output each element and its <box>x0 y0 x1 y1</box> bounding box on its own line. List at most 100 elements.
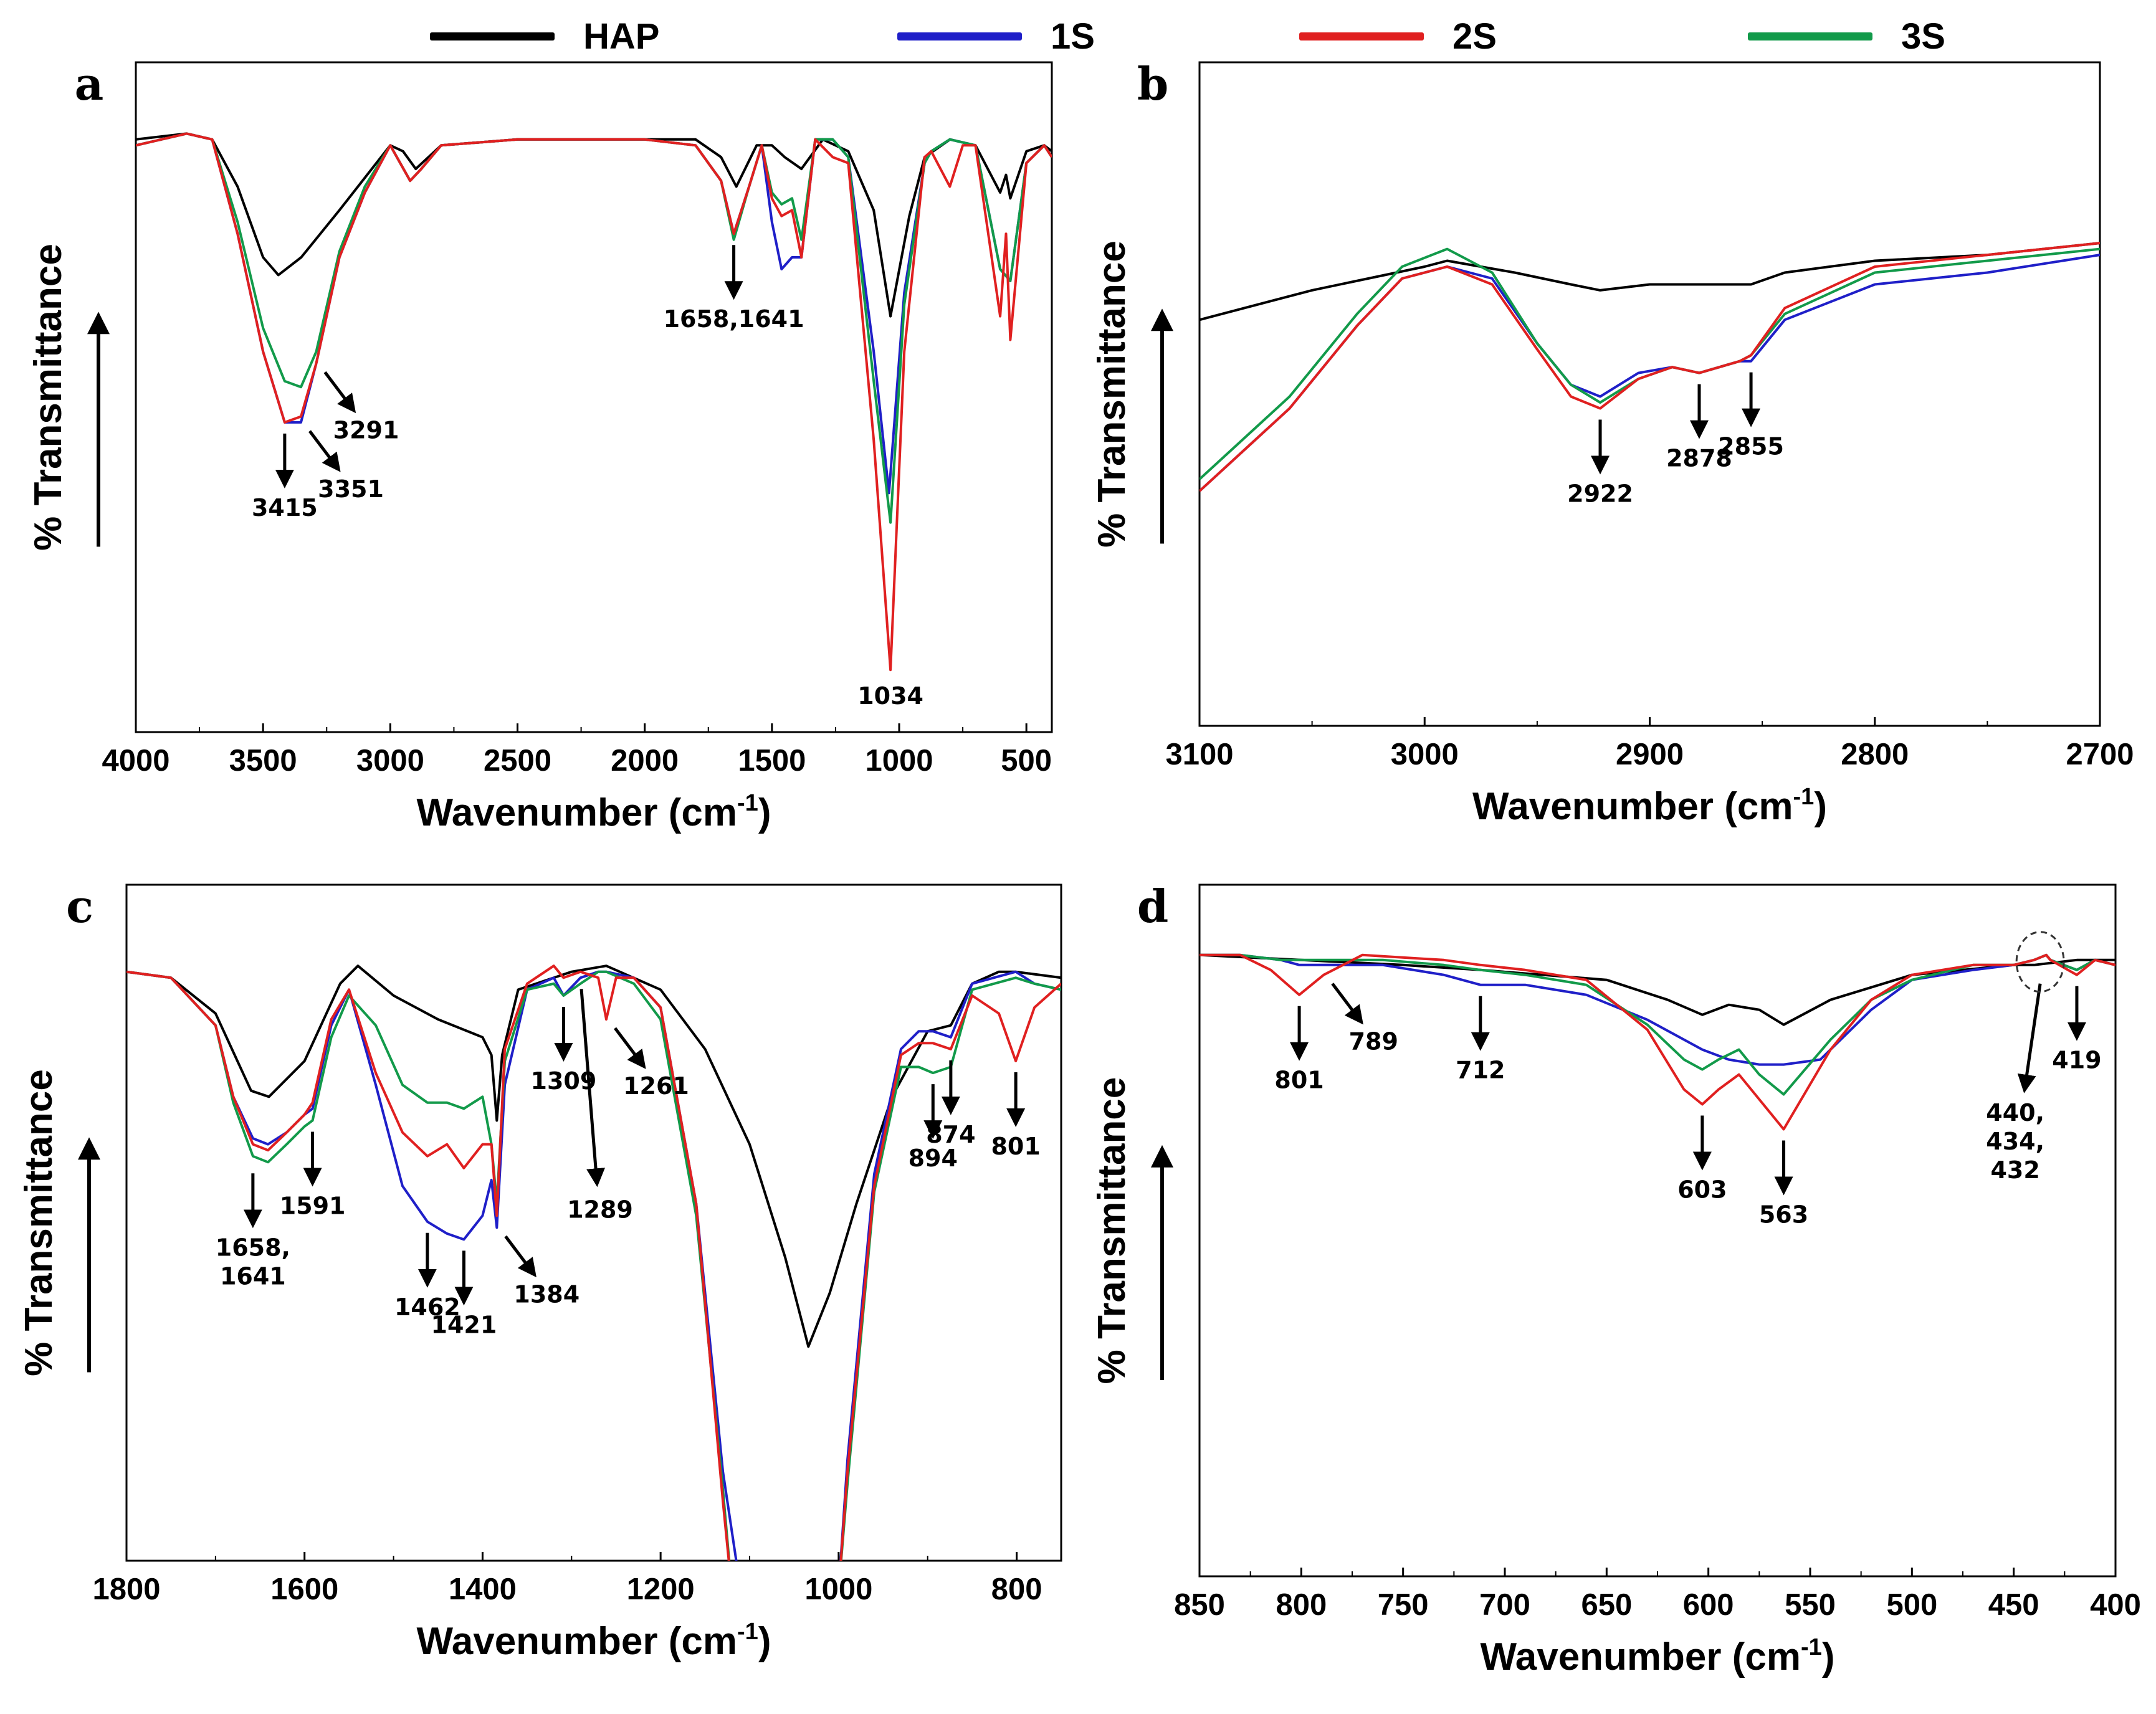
x-tick-label: 2900 <box>1616 738 1684 771</box>
annotation-label: 801 <box>991 1133 1040 1160</box>
x-tick-label: 750 <box>1378 1588 1429 1622</box>
y-axis-label: % Transmittance <box>1090 240 1133 548</box>
x-tick-label: 800 <box>991 1573 1042 1606</box>
peak-annotation: 1658,1641 <box>664 245 804 333</box>
series-line-2s <box>1200 242 2100 492</box>
annotation-label: 1591 <box>280 1192 346 1219</box>
annotation-label: 1658,1641 <box>664 305 804 333</box>
x-axis-label: Wavenumber (cm-1) <box>1472 784 1827 828</box>
panel-letter: d <box>1137 880 1168 933</box>
panel-letter: c <box>66 880 93 933</box>
annotation-label: 894 <box>909 1145 958 1172</box>
annotation-label: 3351 <box>318 475 384 503</box>
peak-annotation: 563 <box>1759 1140 1808 1228</box>
annotation-arrow <box>580 989 606 1188</box>
peak-annotation: 1289 <box>567 989 633 1223</box>
annotation-label: 3291 <box>333 416 399 444</box>
annotation-label: 432 <box>1990 1156 2039 1184</box>
annotation-label: 1462 <box>394 1293 460 1321</box>
annotation-label: 1384 <box>513 1280 580 1308</box>
annotation-label: 434, <box>1986 1128 2044 1155</box>
annotation-label: 1641 <box>220 1262 286 1290</box>
annotation-arrow <box>323 371 356 414</box>
series-line-2s <box>126 964 1061 1561</box>
peak-annotation: 2878 <box>1666 384 1732 472</box>
series-line-3s <box>126 970 1061 1561</box>
annotation-label: 419 <box>2052 1047 2101 1074</box>
peak-annotation: 712 <box>1456 996 1505 1084</box>
y-axis-label: % Transmittance <box>1090 1077 1133 1384</box>
peak-annotation: 603 <box>1677 1115 1727 1204</box>
annotation-label: 563 <box>1759 1201 1808 1228</box>
series-line-1s <box>136 132 1052 495</box>
series-line-3s <box>1200 247 2100 480</box>
peak-annotation: 1034 <box>857 682 923 710</box>
peak-annotation: 894 <box>909 1084 958 1172</box>
x-tick-label: 2000 <box>611 744 679 778</box>
legend-hap: HAP <box>430 5 659 67</box>
panel-letter: b <box>1137 57 1168 110</box>
series-line-2s <box>1200 953 2115 1131</box>
x-tick-label: 700 <box>1479 1588 1530 1622</box>
annotation-label: 1309 <box>531 1067 597 1095</box>
plot-frame <box>1198 61 2101 727</box>
legend-swatch-2s <box>1299 32 1424 40</box>
peak-annotation: 1384 <box>504 1235 580 1308</box>
series-line-hap <box>1200 242 2100 321</box>
x-tick-label: 500 <box>1886 1588 1937 1622</box>
peak-annotation: 3415 <box>252 433 318 521</box>
x-tick-label: 650 <box>1581 1588 1632 1622</box>
x-tick-label: 800 <box>1276 1588 1327 1622</box>
series-line-hap <box>1200 953 2115 1026</box>
annotation-label: 1261 <box>623 1072 689 1100</box>
peak-annotation: 3351 <box>308 430 384 503</box>
legend-swatch-3s <box>1748 32 1872 40</box>
x-tick-label: 500 <box>1001 744 1052 778</box>
peak-annotation: 1591 <box>280 1131 346 1219</box>
annotation-label: 1658, <box>216 1234 290 1261</box>
legend-label-2s: 2S <box>1452 16 1497 57</box>
x-tick-label: 1800 <box>92 1573 160 1606</box>
annotation-arrow <box>614 1027 646 1069</box>
panel-c: 1800 1600 1400 1200 1000 800 Wavenumber (cm-1)… <box>17 880 1062 1663</box>
peak-annotation: 1261 <box>614 1027 689 1100</box>
peak-annotation: 3291 <box>323 371 399 444</box>
peak-annotation: 789 <box>1331 983 1398 1055</box>
panel-d: 850 800 750 700 650 600 550 500 450 400 Wavenumber… <box>1090 880 2141 1678</box>
x-axis-label: Wavenumber (cm-1) <box>417 790 771 834</box>
annotation-label: 1421 <box>431 1311 497 1338</box>
plot-frame <box>135 61 1053 733</box>
plot-frame <box>125 883 1062 1562</box>
annotation-label: 2855 <box>1718 433 1784 460</box>
peak-annotation: 801 <box>991 1072 1041 1160</box>
x-tick-label: 3000 <box>356 744 424 778</box>
x-tick-label: 4000 <box>102 744 169 778</box>
x-tick-label: 3500 <box>229 744 297 778</box>
legend-label-3s: 3S <box>1901 16 1945 57</box>
legend-3s: 3S <box>1748 5 1945 67</box>
annotation-label: 874 <box>926 1121 975 1148</box>
annotation-label: 3415 <box>252 494 318 521</box>
annotation-label: 2878 <box>1666 445 1732 472</box>
annotation-label: 603 <box>1677 1176 1727 1204</box>
annotation-label: 789 <box>1349 1028 1398 1055</box>
series-line-2s <box>136 132 1052 672</box>
x-tick-label: 2500 <box>484 744 551 778</box>
peak-annotation: 1309 <box>531 1006 597 1095</box>
x-tick-label: 3000 <box>1391 738 1459 771</box>
peak-annotation: 1421 <box>431 1250 497 1338</box>
peak-annotation: 801 <box>1274 1006 1324 1094</box>
annotation-label: 440, <box>1986 1099 2044 1126</box>
x-tick-label: 400 <box>2090 1588 2141 1622</box>
y-axis-label: % Transmittance <box>27 244 70 551</box>
peak-annotation: 419 <box>2052 986 2102 1074</box>
annotation-arrow <box>2017 983 2042 1093</box>
x-tick-label: 1500 <box>738 744 806 778</box>
legend-swatch-1s <box>897 32 1022 40</box>
x-tick-label: 550 <box>1785 1588 1836 1622</box>
x-tick-label: 1600 <box>270 1573 338 1606</box>
x-tick-label: 450 <box>1988 1588 2039 1622</box>
panel-a: 4000 3500 3000 2500 2000 1500 1000 500 Wavenumbe… <box>27 57 1053 834</box>
peak-annotation: 440,434,432 <box>1986 931 2065 1184</box>
x-tick-label: 2800 <box>1841 738 1909 771</box>
